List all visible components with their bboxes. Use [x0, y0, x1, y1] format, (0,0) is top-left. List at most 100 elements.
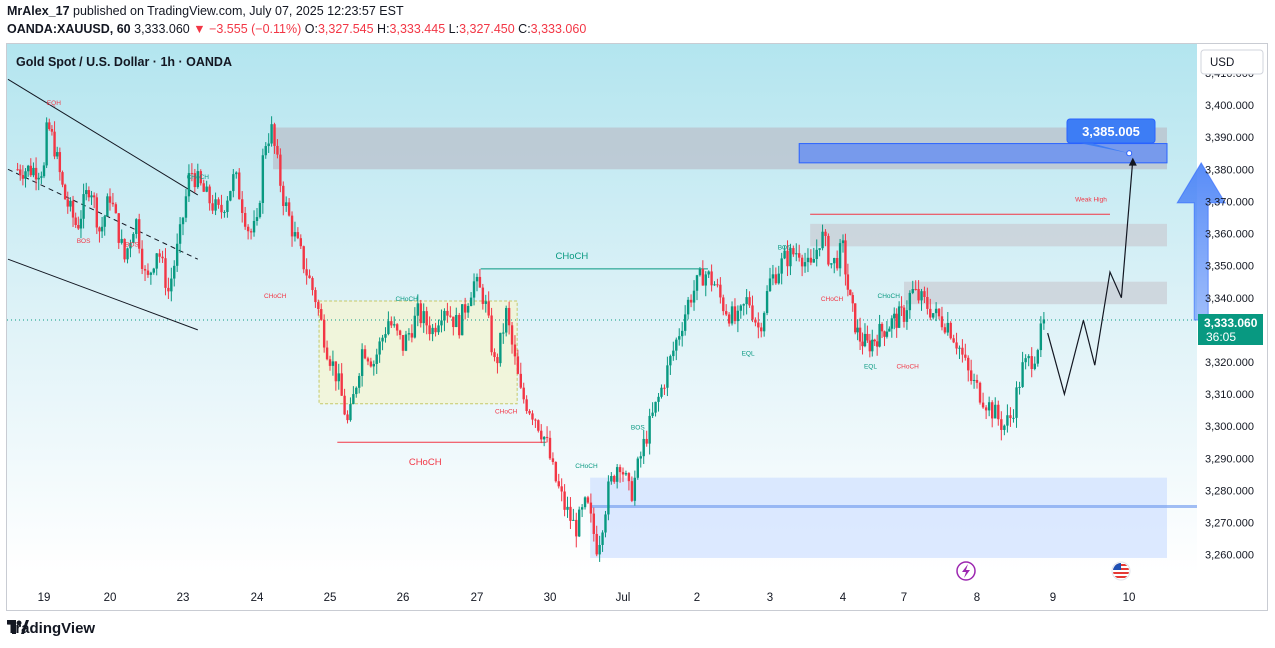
candle: [949, 321, 952, 340]
candle: [648, 408, 651, 455]
candle-body: [760, 327, 763, 332]
candle: [917, 280, 920, 304]
candle: [164, 248, 167, 296]
candle-body: [522, 387, 525, 400]
candle-body: [792, 248, 795, 255]
candle-body: [164, 258, 167, 288]
candle: [798, 244, 801, 262]
structure-annotation: EQL: [742, 351, 755, 358]
candle: [607, 475, 610, 521]
projection-path: [1047, 159, 1134, 397]
candle-body: [211, 203, 214, 211]
candle: [905, 300, 909, 330]
candle: [914, 280, 917, 291]
candle-body: [79, 218, 83, 229]
candle-body: [372, 363, 375, 367]
candle: [285, 196, 288, 212]
structure-annotation: CHoCH: [575, 463, 598, 470]
candle-body: [229, 191, 232, 201]
candle-body: [32, 167, 35, 176]
candle-body: [871, 339, 874, 352]
low-value: 3,327.450: [459, 22, 515, 36]
candle: [583, 496, 587, 510]
candle: [888, 326, 891, 332]
currency-button[interactable]: USD: [1200, 49, 1264, 75]
structure-annotation: BOS: [778, 245, 792, 252]
candle: [74, 212, 77, 228]
candle: [771, 264, 775, 286]
candle: [686, 296, 690, 320]
x-tick-label: 3: [767, 592, 773, 604]
candle-body: [223, 212, 226, 214]
candle: [140, 240, 144, 275]
candle: [466, 303, 470, 318]
candle-body: [184, 196, 188, 218]
candle-body: [369, 361, 373, 367]
candle: [821, 224, 824, 251]
candle: [217, 197, 220, 209]
candle-body: [719, 284, 722, 298]
candle: [809, 249, 813, 266]
candle: [478, 269, 482, 288]
author-name[interactable]: MrAlex_17: [7, 4, 70, 18]
candle: [205, 180, 208, 193]
candle: [40, 171, 43, 184]
candle: [235, 171, 238, 179]
candle-body: [642, 438, 645, 457]
candle: [249, 228, 253, 240]
channel-lower-line: [7, 258, 198, 331]
candle-body: [604, 514, 607, 533]
candle: [531, 410, 534, 426]
candle-body: [205, 186, 208, 192]
candle: [554, 461, 558, 483]
x-tick-label: 26: [397, 592, 410, 604]
candle: [849, 289, 852, 296]
y-tick-label: 3,370.000: [1205, 196, 1254, 208]
candle: [29, 158, 32, 178]
candle: [202, 179, 205, 193]
lightning-icon[interactable]: [956, 561, 976, 581]
candle-body: [937, 308, 941, 317]
candle: [692, 280, 696, 311]
tradingview-brand[interactable]: TradingView: [7, 620, 95, 637]
candle: [777, 265, 780, 285]
candle-body: [943, 327, 947, 333]
candle-body: [911, 288, 914, 293]
candle: [786, 240, 789, 277]
structure-annotation: CHoCH: [556, 251, 589, 262]
candle: [387, 311, 390, 336]
candle-body: [969, 370, 973, 381]
candle: [795, 243, 798, 262]
candle: [733, 298, 737, 325]
candle-body: [695, 275, 699, 291]
candle-body: [82, 194, 85, 219]
candle: [220, 194, 223, 219]
candle: [507, 301, 511, 335]
price-chart[interactable]: EQH BOS BOS CHoCH CHoCH CHoCH CHoCH CHoCH CHoCH C…: [7, 44, 1267, 610]
chart-area[interactable]: EQH BOS BOS CHoCH CHoCH CHoCH CHoCH CHoCH CHoCH C…: [6, 43, 1268, 611]
candle-body: [458, 315, 461, 336]
target-zone: [798, 143, 1168, 164]
candle: [446, 302, 449, 323]
candle-body: [352, 394, 355, 405]
candle: [255, 208, 259, 226]
candle-body: [888, 328, 891, 332]
candle-body: [725, 311, 728, 315]
candle-body: [844, 240, 847, 275]
candle-body: [187, 173, 191, 197]
candle: [783, 245, 786, 260]
candle: [513, 335, 517, 365]
candle: [1000, 411, 1003, 441]
candle: [572, 508, 575, 521]
candle-body: [152, 268, 155, 273]
candle-body: [42, 165, 46, 177]
candle-body: [733, 306, 737, 322]
candle: [863, 323, 867, 348]
us-flag-icon[interactable]: [1111, 561, 1131, 581]
candle-body: [1033, 363, 1036, 370]
candle: [375, 348, 378, 374]
candle: [598, 535, 601, 562]
candle-body: [835, 258, 839, 269]
candle: [461, 304, 464, 336]
candle: [305, 258, 308, 285]
